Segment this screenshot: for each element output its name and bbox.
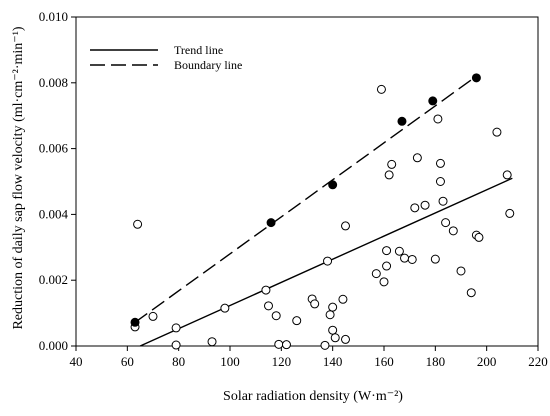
data-point <box>502 170 512 180</box>
x-tick-label: 40 <box>70 354 83 369</box>
data-point <box>328 302 338 312</box>
data-point <box>394 246 404 256</box>
data-point <box>456 266 466 276</box>
data-point <box>382 261 392 271</box>
data-point <box>341 334 350 344</box>
data-point <box>433 114 443 124</box>
y-axis-title: Reduction of daily sap flow velocity (ml… <box>11 26 26 329</box>
y-tick-label: 0.010 <box>39 9 68 24</box>
y-tick-label: 0.008 <box>39 75 68 90</box>
y-tick-label: 0.000 <box>39 338 68 353</box>
y-tick-label: 0.004 <box>39 206 69 221</box>
boundary-point <box>397 116 407 126</box>
legend-label: Boundary line <box>174 58 242 72</box>
data-point <box>220 303 230 313</box>
x-tick-label: 200 <box>477 354 497 369</box>
data-point <box>382 246 392 256</box>
data-point <box>171 340 181 350</box>
data-point <box>492 127 502 137</box>
data-point <box>448 226 458 236</box>
data-point <box>384 170 394 180</box>
data-point <box>341 221 350 231</box>
data-point <box>330 333 340 343</box>
data-point <box>435 158 445 168</box>
x-tick-label: 100 <box>220 354 240 369</box>
data-point <box>281 340 291 350</box>
legend-label: Trend line <box>174 43 223 57</box>
data-point <box>466 288 476 298</box>
x-tick-label: 160 <box>374 354 394 369</box>
data-point <box>325 310 335 320</box>
boundary-point <box>428 96 438 106</box>
data-point <box>438 196 448 206</box>
x-axis-title: Solar radiation density (W·m⁻²) <box>223 389 403 404</box>
data-point <box>171 323 181 333</box>
data-point <box>441 218 451 228</box>
data-point <box>387 159 397 169</box>
x-tick-label: 140 <box>323 354 343 369</box>
data-point <box>435 177 445 186</box>
data-point <box>323 256 333 266</box>
boundary-point <box>471 73 481 83</box>
data-point <box>320 340 330 350</box>
data-point <box>412 153 422 163</box>
data-point <box>133 219 143 229</box>
boundary-point <box>130 317 140 327</box>
data-point <box>328 325 338 335</box>
data-point <box>505 208 515 218</box>
boundary-point <box>328 180 338 190</box>
y-tick-label: 0.006 <box>39 141 69 156</box>
plot-frame <box>75 16 539 347</box>
data-point <box>207 337 217 347</box>
data-point <box>379 277 389 287</box>
x-tick-label: 180 <box>426 354 446 369</box>
data-point <box>292 316 302 326</box>
y-tick-label: 0.002 <box>39 272 68 287</box>
data-point <box>410 203 420 213</box>
x-tick-label: 120 <box>272 354 292 369</box>
data-point <box>271 311 281 321</box>
data-point <box>261 285 271 295</box>
x-tick-label: 220 <box>528 354 548 369</box>
boundary-point <box>266 218 276 228</box>
x-tick-label: 80 <box>172 354 185 369</box>
data-point <box>474 232 484 242</box>
data-point <box>420 200 430 210</box>
boundary-line <box>134 75 477 323</box>
data-point <box>274 339 284 349</box>
data-point <box>148 311 158 321</box>
data-point <box>430 254 440 264</box>
data-point <box>310 299 320 309</box>
data-point <box>338 294 348 304</box>
data-point <box>407 254 417 264</box>
data-point <box>400 253 410 263</box>
data-point <box>264 301 273 311</box>
x-tick-label: 60 <box>121 354 134 369</box>
data-point <box>376 84 386 94</box>
data-point <box>371 269 381 279</box>
